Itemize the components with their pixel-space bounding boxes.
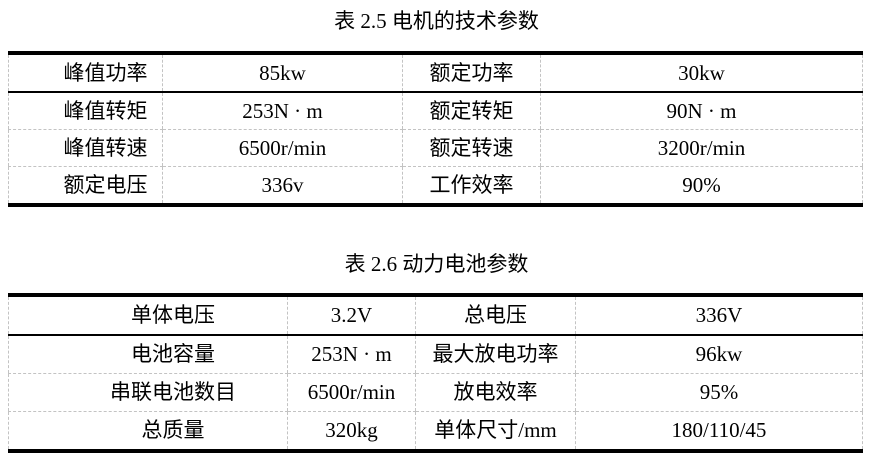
param-value-cell: 320kg [287,411,416,451]
param-value-cell: 90% [540,166,863,205]
table-2-5-caption: 表 2.5 电机的技术参数 [334,9,539,33]
param-value-cell: 336V [575,295,863,336]
param-value-cell: 6500r/min [162,129,403,167]
table-row: 串联电池数目 6500r/min 放电效率 95% [8,373,863,412]
param-name-cell: 单体尺寸/mm [415,411,576,451]
param-name-cell: 峰值功率 [8,53,163,93]
table-row: 电池容量 253N · m 最大放电功率 96kw [8,335,863,374]
param-value-cell: 30kw [540,53,863,93]
param-name-cell: 总质量 [141,418,205,442]
param-name-cell: 总电压 [415,295,576,336]
motor-parameters-table: 峰值功率 85kw 额定功率 30kw 峰值转矩 253N · m 额定转矩 9… [8,51,863,207]
param-name-cell: 峰值转速 [8,129,163,167]
param-name-cell: 额定功率 [402,53,541,93]
param-value-cell: 95% [575,373,863,412]
param-value-cell: 180/110/45 [575,411,863,451]
param-name-cell: 最大放电功率 [415,335,576,374]
param-name-cell: 放电效率 [415,373,576,412]
param-name-cell: 串联电池数目 [8,373,288,412]
param-name-cell: 峰值转矩 [8,92,163,130]
param-name-cell: 额定电压 [63,172,148,197]
table-row: 单体电压 3.2V 总电压 336V [8,295,863,336]
table-row: 峰值转矩 253N · m 额定转矩 90N · m [8,92,863,130]
param-name-cell: 额定转矩 [402,92,541,130]
param-value-cell: 6500r/min [287,373,416,412]
param-value-cell: 253N · m [287,335,416,374]
table-row: 总质量 320kg 单体尺寸/mm 180/110/45 [9,411,863,451]
param-value-cell: 90N · m [540,92,863,130]
param-value-cell: 3.2V [287,295,416,336]
table-2-6-caption: 表 2.6 动力电池参数 [344,252,529,276]
param-value-cell: 96kw [575,335,863,374]
battery-parameters-table: 单体电压 3.2V 总电压 336V 电池容量 253N · m 最大放电功率 … [8,293,863,453]
param-value-cell: 85kw [162,53,403,93]
param-name-cell: 单体电压 [8,295,288,336]
param-name-cell: 额定转速 [402,129,541,167]
param-value-cell: 253N · m [162,92,403,130]
param-value-cell: 3200r/min [540,129,863,167]
table-row: 峰值转速 6500r/min 额定转速 3200r/min [8,129,863,167]
table-row: 峰值功率 85kw 额定功率 30kw [8,53,863,93]
param-name-cell: 电池容量 [8,335,288,374]
param-name-cell: 工作效率 [402,166,541,205]
table-row: 额定电压 336v 工作效率 90% [9,166,863,205]
param-value-cell: 336v [162,166,403,205]
